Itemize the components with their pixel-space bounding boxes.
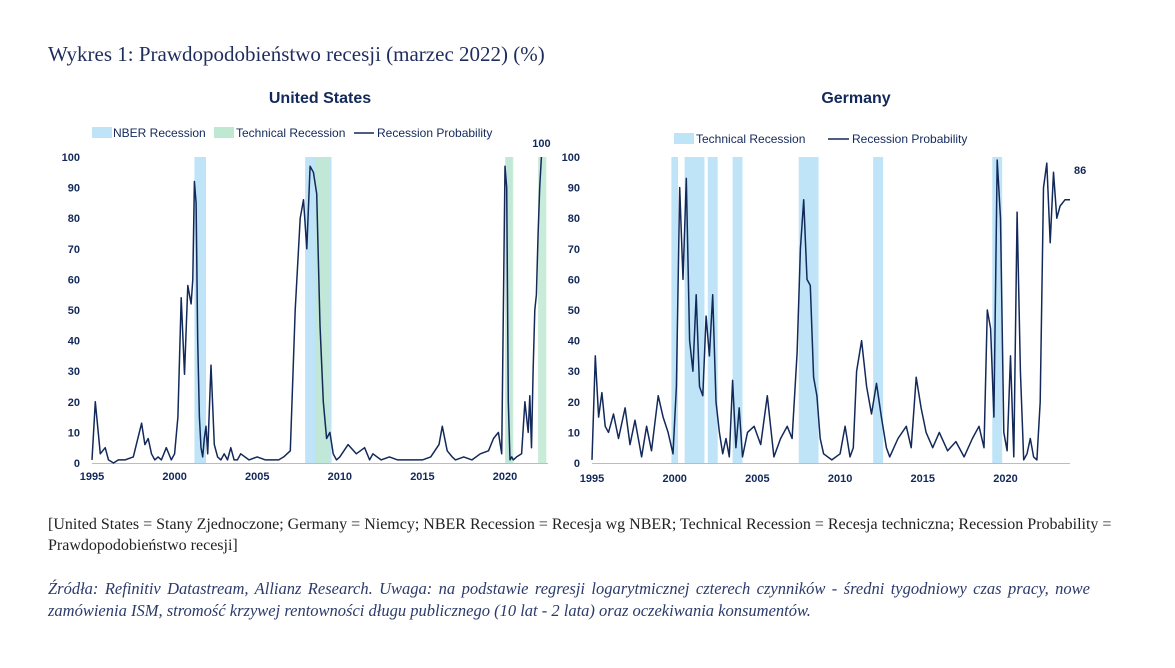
legend-label-technical: Technical Recession <box>236 126 345 140</box>
recession-probability-line <box>91 156 543 464</box>
x-tick-label: 1995 <box>580 473 604 485</box>
x-tick-label: 2020 <box>993 473 1017 485</box>
y-tick-label: 0 <box>574 458 580 470</box>
legend-swatch-technical <box>214 127 234 138</box>
x-tick-label: 2000 <box>662 473 686 485</box>
y-tick-label: 10 <box>568 427 580 439</box>
technical-recession-band <box>505 157 514 463</box>
technical-recession-band <box>315 157 330 463</box>
y-tick-label: 100 <box>562 152 580 164</box>
recession-bands <box>194 157 547 463</box>
y-tick-label: 30 <box>568 366 580 378</box>
y-tick-label: 60 <box>568 274 580 286</box>
y-tick-label: 50 <box>568 305 580 317</box>
technical-recession-band <box>538 157 547 463</box>
technical-recession-band <box>798 157 819 463</box>
y-tick-label: 20 <box>568 397 580 409</box>
y-tick-label: 50 <box>68 305 80 317</box>
y-tick-label: 90 <box>568 183 580 195</box>
technical-recession-band <box>992 157 1003 463</box>
x-tick-label: 2000 <box>162 471 186 483</box>
figure-title: Wykres 1: Prawdopodobieństwo recesji (ma… <box>48 42 545 66</box>
us-chart: NBER Recession Technical Recession Reces… <box>62 126 551 483</box>
y-tick-label: 40 <box>568 336 580 348</box>
x-tick-label: 2005 <box>745 473 769 485</box>
y-tick-label: 10 <box>68 427 80 439</box>
source-note: Źródła: Refinitiv Datastream, Allianz Re… <box>48 579 1090 620</box>
germany-chart-title: Germany <box>821 90 891 107</box>
y-tick-label: 70 <box>68 244 80 256</box>
x-tick-label: 2010 <box>328 471 352 483</box>
legend-label-technical: Technical Recession <box>696 132 805 146</box>
x-tick-label: 2015 <box>911 473 935 485</box>
technical-recession-band <box>732 157 743 463</box>
data-label-last-value: 100 <box>532 138 550 150</box>
x-tick-label: 2015 <box>410 471 434 483</box>
technical-recession-band <box>671 157 679 463</box>
technical-recession-band <box>873 157 884 463</box>
y-tick-label: 40 <box>68 336 80 348</box>
germany-chart: Technical Recession Recession Probabilit… <box>562 132 1087 485</box>
recession-probability-line <box>591 159 1070 461</box>
x-tick-label: 2005 <box>245 471 269 483</box>
y-tick-label: 30 <box>68 366 80 378</box>
recession-bands <box>671 157 1003 463</box>
legend-swatch-technical <box>674 133 694 144</box>
y-tick-label: 20 <box>68 397 80 409</box>
y-tick-label: 0 <box>74 458 80 470</box>
y-tick-label: 70 <box>568 244 580 256</box>
data-label-last-value: 86 <box>1074 165 1086 177</box>
legend-swatch-nber <box>92 127 112 138</box>
translation-note: [United States = Stany Zjednoczone; Germ… <box>48 516 1112 554</box>
legend-label-nber: NBER Recession <box>113 126 206 140</box>
y-tick-label: 60 <box>68 274 80 286</box>
x-tick-label: 2020 <box>493 471 517 483</box>
legend-label-probability: Recession Probability <box>377 126 492 140</box>
y-tick-label: 90 <box>68 183 80 195</box>
y-tick-label: 100 <box>62 152 80 164</box>
y-tick-label: 80 <box>68 213 80 225</box>
technical-recession-band <box>684 157 705 463</box>
x-tick-label: 1995 <box>80 471 104 483</box>
nber-recession-band <box>194 157 206 463</box>
charts-canvas: NBER Recession Technical Recession Reces… <box>62 126 1087 485</box>
y-tick-label: 80 <box>568 213 580 225</box>
x-tick-label: 2010 <box>828 473 852 485</box>
us-chart-title: United States <box>268 90 372 107</box>
legend-label-probability: Recession Probability <box>852 132 967 146</box>
